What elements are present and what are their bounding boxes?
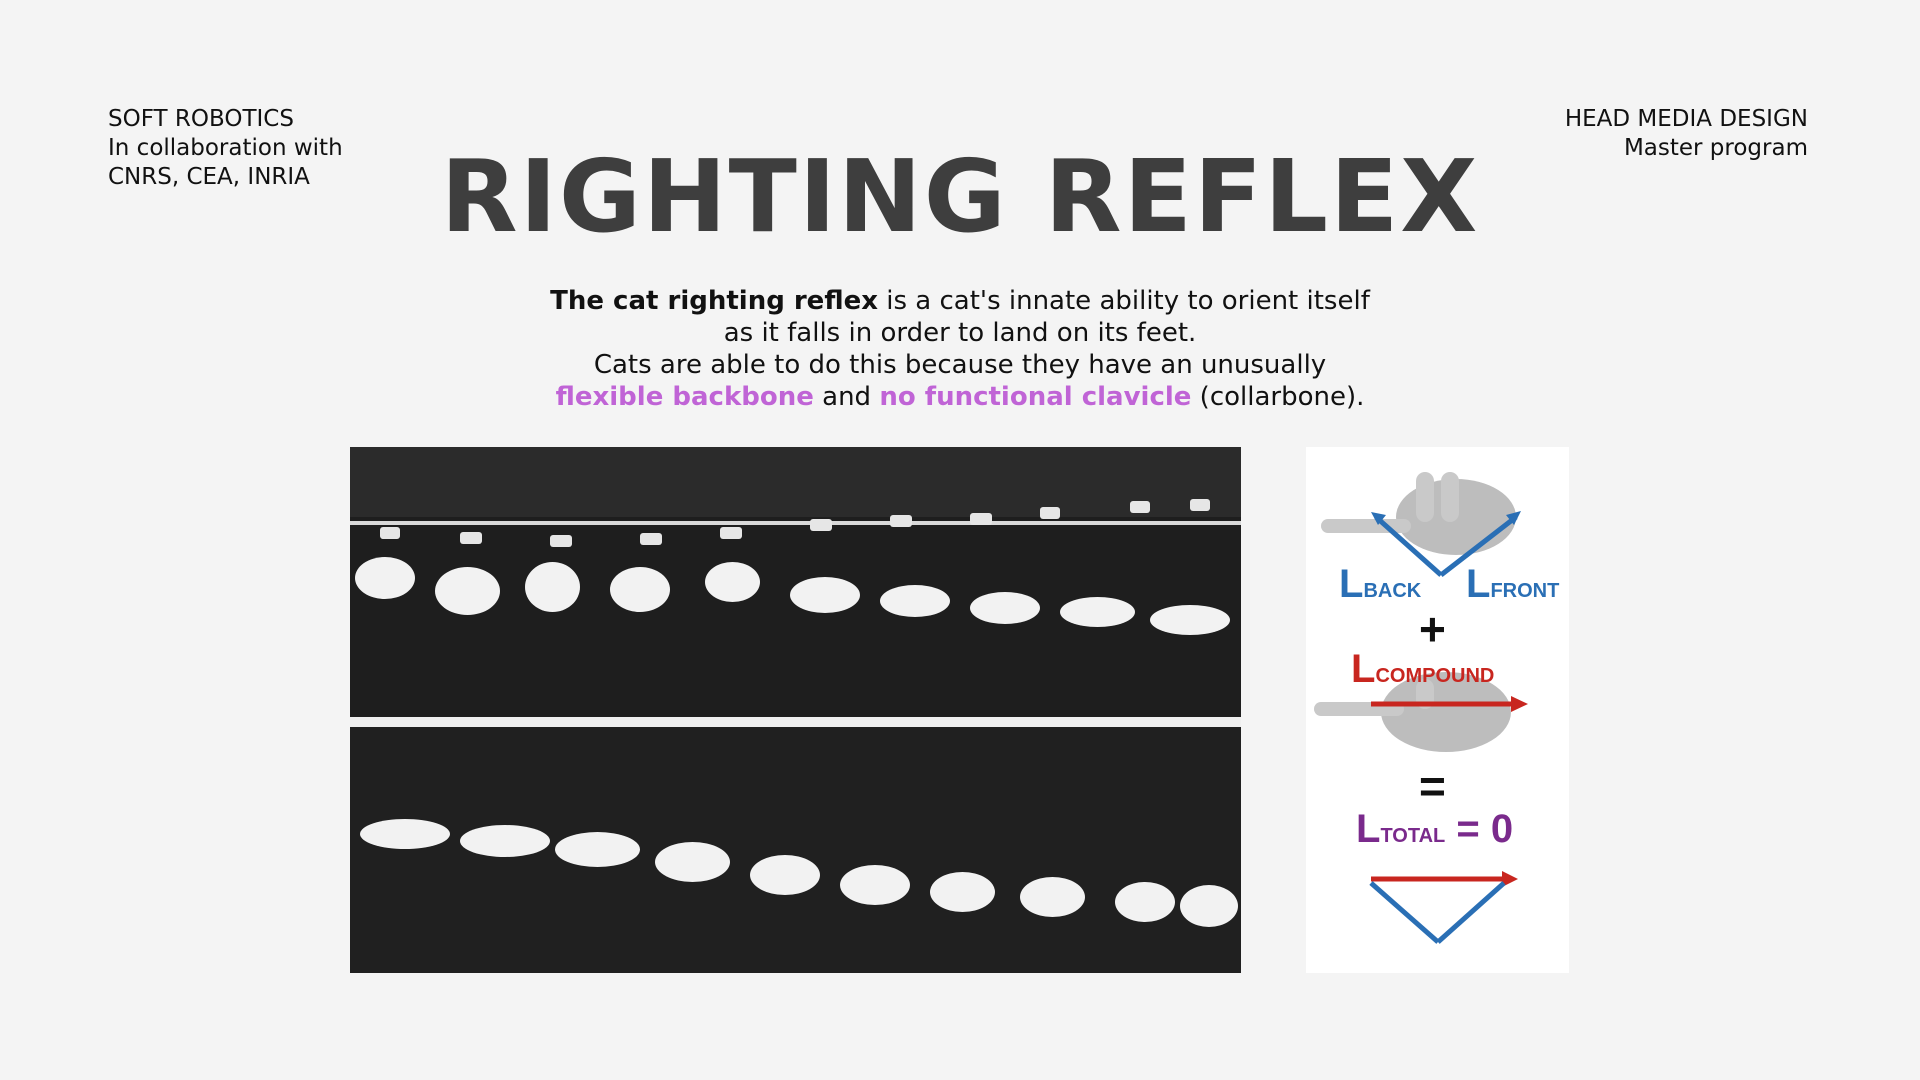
label-l-total: LTOTAL = 0 <box>1356 807 1514 851</box>
plus-sign: + <box>1419 603 1446 655</box>
hand-image <box>890 515 912 527</box>
description: The cat righting reflex is a cat's innat… <box>460 285 1460 413</box>
label-l-back: LBACK <box>1339 562 1422 606</box>
hand-image <box>1190 499 1210 511</box>
cat-image <box>555 832 640 867</box>
hand-image <box>1040 507 1060 519</box>
collaboration-label: In collaboration with <box>108 135 343 161</box>
cat-image <box>1020 877 1085 917</box>
hand-image <box>550 535 572 547</box>
cat-image <box>435 567 500 615</box>
description-bold-lead: The cat righting reflex <box>550 286 878 316</box>
hand-image <box>640 533 662 545</box>
header-right: HEAD MEDIA DESIGN Master program <box>1565 105 1808 163</box>
program-name: Master program <box>1623 135 1808 161</box>
header-left: SOFT ROBOTICS In collaboration with CNRS… <box>108 105 343 192</box>
cat-image <box>525 562 580 612</box>
hand-image <box>810 519 832 531</box>
highlight-backbone: flexible backbone <box>555 382 814 412</box>
description-line-2: as it falls in order to land on its feet… <box>723 318 1197 348</box>
description-line-1: The cat righting reflex is a cat's innat… <box>460 285 1460 317</box>
label-l-front: LFRONT <box>1466 562 1560 606</box>
angular-momentum-diagram: LBACK LFRONT + LCOMPOUND = LTOTAL = 0 <box>1306 447 1569 973</box>
cat-image <box>705 562 760 602</box>
cat-image <box>655 842 730 882</box>
description-line1-rest: is a cat's innate ability to orient itse… <box>878 286 1370 316</box>
photo-arms-band <box>350 447 1241 517</box>
highlight-clavicle: no functional clavicle <box>879 382 1192 412</box>
course-name: SOFT ROBOTICS <box>108 106 294 132</box>
partners-label: CNRS, CEA, INRIA <box>108 164 310 190</box>
photo-rail <box>350 521 1241 525</box>
cat-image <box>610 567 670 612</box>
description-tail: (collarbone). <box>1191 382 1365 412</box>
cat-image <box>355 557 415 599</box>
cat-image <box>460 825 550 857</box>
hand-image <box>720 527 742 539</box>
cat-image <box>1115 882 1175 922</box>
cat-image <box>930 872 995 912</box>
cat-image <box>840 865 910 905</box>
hand-image <box>1130 501 1150 513</box>
cat-image <box>880 585 950 617</box>
diagram-graphics <box>1314 472 1528 944</box>
label-l-compound: LCOMPOUND <box>1351 647 1495 691</box>
description-line-3: Cats are able to do this because they ha… <box>593 350 1327 380</box>
hand-image <box>380 527 400 539</box>
equals-sign: = <box>1419 760 1446 812</box>
cat-image <box>790 577 860 613</box>
school-name: HEAD MEDIA DESIGN <box>1564 106 1808 132</box>
page-title: RIGHTING REFLEX <box>440 138 1480 255</box>
cat-image <box>1150 605 1230 635</box>
cat-image <box>970 592 1040 624</box>
photo-divider <box>350 717 1241 727</box>
falling-cat-photo <box>350 447 1241 973</box>
cat-image <box>750 855 820 895</box>
hand-image <box>970 513 992 525</box>
description-line-4: flexible backbone and no functional clav… <box>460 381 1460 413</box>
hand-image <box>460 532 482 544</box>
cat-image <box>1060 597 1135 627</box>
cat-image <box>1180 885 1238 927</box>
description-connector: and <box>813 382 880 412</box>
cat-image <box>360 819 450 849</box>
